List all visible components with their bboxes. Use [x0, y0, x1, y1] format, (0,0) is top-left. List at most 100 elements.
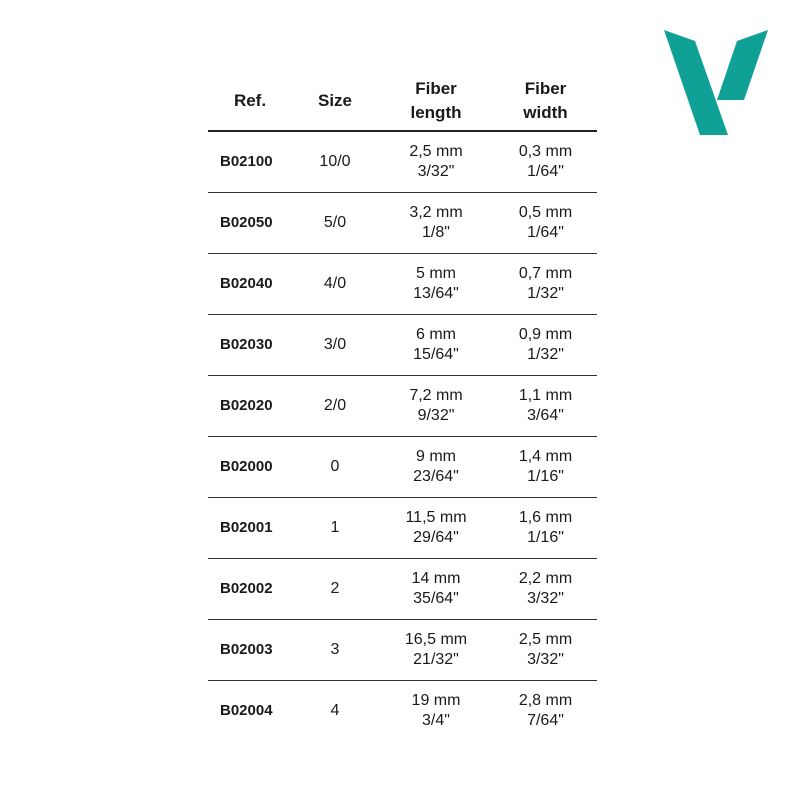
cell-size: 5/0 [292, 192, 378, 254]
cell-value: 21/32" [413, 651, 459, 668]
table-header-row: Ref. Size Fiber length Fiber width [208, 72, 597, 132]
cell-ref: B02030 [208, 314, 292, 376]
cell-fiber-length: 11,5 mm 29/64" [378, 497, 494, 559]
cell-value: 1/64" [527, 224, 564, 241]
cell-size: 1 [292, 497, 378, 559]
cell-value: 15/64" [413, 346, 459, 363]
cell-ref: B02040 [208, 253, 292, 315]
cell-value: 0,9 mm [518, 326, 573, 343]
table-row: B02100 10/0 2,5 mm 3/32" 0,3 mm 1/64" [208, 131, 597, 193]
header-text: Size [317, 91, 353, 110]
cell-ref: B02002 [208, 558, 292, 620]
cell-fiber-length: 16,5 mm 21/32" [378, 619, 494, 681]
table-row: B02040 4/0 5 mm 13/64" 0,7 mm 1/32" [208, 253, 597, 315]
cell-fiber-length: 6 mm 15/64" [378, 314, 494, 376]
cell-ref: B02050 [208, 192, 292, 254]
cell-ref: B02000 [208, 436, 292, 498]
cell-value: 14 mm [411, 570, 461, 587]
header-text: Fiber [524, 79, 567, 98]
cell-value: 3/4" [422, 712, 450, 729]
header-text: Fiber [415, 79, 457, 98]
cell-value: B02030 [220, 336, 273, 353]
cell-size: 3/0 [292, 314, 378, 376]
cell-value: 9 mm [416, 448, 456, 465]
cell-value: B02100 [220, 153, 273, 170]
cell-value: 2,8 mm [518, 692, 573, 709]
header-text: width [523, 103, 568, 122]
header-size: Size [292, 72, 378, 132]
table-row: B02000 0 9 mm 23/64" 1,4 mm 1/16" [208, 436, 597, 498]
cell-size: 3 [292, 619, 378, 681]
cell-value: 2,2 mm [518, 570, 573, 587]
cell-value: 1 [330, 519, 340, 536]
cell-value: 1/32" [527, 285, 564, 302]
cell-size: 4 [292, 681, 378, 742]
cell-value: 7/64" [527, 712, 564, 729]
cell-value: 4/0 [323, 275, 347, 292]
cell-value: 2,5 mm [518, 631, 573, 648]
cell-value: 1/32" [527, 346, 564, 363]
cell-value: 5 mm [416, 265, 456, 282]
cell-value: 1,6 mm [518, 509, 573, 526]
cell-fiber-length: 9 mm 23/64" [378, 436, 494, 498]
cell-value: 11,5 mm [405, 509, 467, 526]
cell-value: 19 mm [411, 692, 461, 709]
cell-ref: B02001 [208, 497, 292, 559]
header-fiber-width: Fiber width [494, 72, 597, 132]
cell-fiber-width: 1,6 mm 1/16" [494, 497, 597, 559]
cell-value: B02003 [220, 641, 273, 658]
header-ref: Ref. [208, 72, 292, 132]
cell-fiber-width: 0,7 mm 1/32" [494, 253, 597, 315]
table-row: B02001 1 11,5 mm 29/64" 1,6 mm 1/16" [208, 497, 597, 559]
cell-value: 1/8" [422, 224, 450, 241]
cell-value: 3/0 [323, 336, 347, 353]
cell-fiber-width: 1,4 mm 1/16" [494, 436, 597, 498]
cell-fiber-width: 0,5 mm 1/64" [494, 192, 597, 254]
cell-fiber-length: 7,2 mm 9/32" [378, 375, 494, 437]
cell-size: 0 [292, 436, 378, 498]
cell-value: 1,4 mm [518, 448, 573, 465]
table-row: B02004 4 19 mm 3/4" 2,8 mm 7/64" [208, 681, 597, 742]
cell-value: 0,3 mm [518, 143, 573, 160]
cell-value: 3/32" [527, 590, 564, 607]
cell-value: B02050 [220, 214, 273, 231]
cell-value: 10/0 [319, 153, 351, 170]
cell-value: 3/32" [527, 651, 564, 668]
cell-value: 7,2 mm [409, 387, 463, 404]
cell-value: 9/32" [417, 407, 455, 424]
cell-value: 2,5 mm [409, 143, 463, 160]
cell-fiber-width: 0,9 mm 1/32" [494, 314, 597, 376]
cell-ref: B02003 [208, 619, 292, 681]
cell-value: B02001 [220, 519, 273, 536]
cell-ref: B02100 [208, 131, 292, 193]
cell-size: 2/0 [292, 375, 378, 437]
cell-value: 0 [330, 458, 340, 475]
cell-ref: B02020 [208, 375, 292, 437]
cell-fiber-length: 5 mm 13/64" [378, 253, 494, 315]
cell-ref: B02004 [208, 681, 292, 742]
cell-value: 29/64" [413, 529, 459, 546]
cell-value: 3/32" [417, 163, 455, 180]
cell-value: 16,5 mm [404, 631, 468, 648]
cell-value: B02004 [220, 702, 273, 719]
cell-value: B02000 [220, 458, 273, 475]
table-row: B02002 2 14 mm 35/64" 2,2 mm 3/32" [208, 558, 597, 620]
cell-value: B02040 [220, 275, 273, 292]
table-row: B02020 2/0 7,2 mm 9/32" 1,1 mm 3/64" [208, 375, 597, 437]
cell-value: 3,2 mm [409, 204, 463, 221]
cell-size: 2 [292, 558, 378, 620]
cell-fiber-length: 14 mm 35/64" [378, 558, 494, 620]
cell-value: 2/0 [323, 397, 347, 414]
cell-value: 1,1 mm [518, 387, 573, 404]
cell-value: 3 [330, 641, 340, 658]
cell-fiber-width: 2,2 mm 3/32" [494, 558, 597, 620]
table-row: B02030 3/0 6 mm 15/64" 0,9 mm 1/32" [208, 314, 597, 376]
cell-fiber-width: 1,1 mm 3/64" [494, 375, 597, 437]
header-text: length [410, 103, 462, 122]
cell-value: 1/16" [527, 529, 564, 546]
header-text: Ref. [233, 91, 267, 110]
cell-value: 0,5 mm [518, 204, 573, 221]
cell-value: 1/64" [527, 163, 564, 180]
header-fiber-length: Fiber length [378, 72, 494, 132]
cell-value: 23/64" [413, 468, 459, 485]
